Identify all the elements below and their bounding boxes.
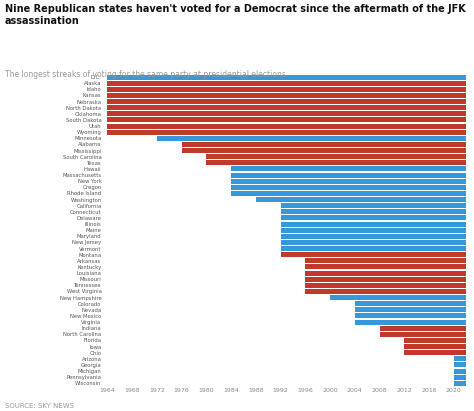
Bar <box>281 222 466 226</box>
Bar <box>231 191 466 196</box>
Bar <box>305 289 466 294</box>
Bar <box>281 252 466 257</box>
Bar <box>404 344 466 349</box>
Bar <box>380 326 466 331</box>
Bar <box>182 148 466 153</box>
Bar <box>281 203 466 208</box>
Bar <box>108 81 466 85</box>
Bar <box>404 338 466 343</box>
Bar <box>355 319 466 325</box>
Bar <box>256 197 466 202</box>
Bar <box>281 240 466 245</box>
Bar <box>231 173 466 178</box>
Bar <box>108 99 466 104</box>
Bar <box>355 301 466 306</box>
Bar <box>281 209 466 214</box>
Bar <box>182 142 466 147</box>
Bar <box>305 258 466 263</box>
Bar <box>454 363 466 367</box>
Bar <box>281 246 466 251</box>
Bar <box>108 124 466 129</box>
Bar <box>305 277 466 282</box>
Bar <box>206 154 466 159</box>
Bar <box>305 283 466 288</box>
Text: SOURCE: SKY NEWS: SOURCE: SKY NEWS <box>5 403 74 409</box>
Bar <box>281 228 466 233</box>
Bar <box>305 270 466 275</box>
Bar <box>231 166 466 171</box>
Bar <box>305 264 466 270</box>
Bar <box>108 129 466 135</box>
Bar <box>108 87 466 92</box>
Bar <box>281 215 466 220</box>
Bar <box>206 160 466 165</box>
Bar <box>281 234 466 239</box>
Bar <box>454 356 466 361</box>
Bar <box>108 74 466 80</box>
Bar <box>454 375 466 380</box>
Bar <box>355 314 466 319</box>
Bar <box>108 118 466 122</box>
Bar <box>454 381 466 386</box>
Text: Nine Republican states haven't voted for a Democrat since the aftermath of the J: Nine Republican states haven't voted for… <box>5 4 465 26</box>
Bar <box>108 111 466 116</box>
Bar <box>330 295 466 300</box>
Bar <box>108 105 466 110</box>
Bar <box>404 350 466 355</box>
Bar <box>380 332 466 337</box>
Bar <box>231 185 466 190</box>
Text: The longest streaks of voting for the same party at presidential elections: The longest streaks of voting for the sa… <box>5 70 286 79</box>
Bar <box>157 136 466 141</box>
Bar <box>454 369 466 374</box>
Bar <box>355 307 466 312</box>
Bar <box>231 179 466 184</box>
Bar <box>108 93 466 98</box>
